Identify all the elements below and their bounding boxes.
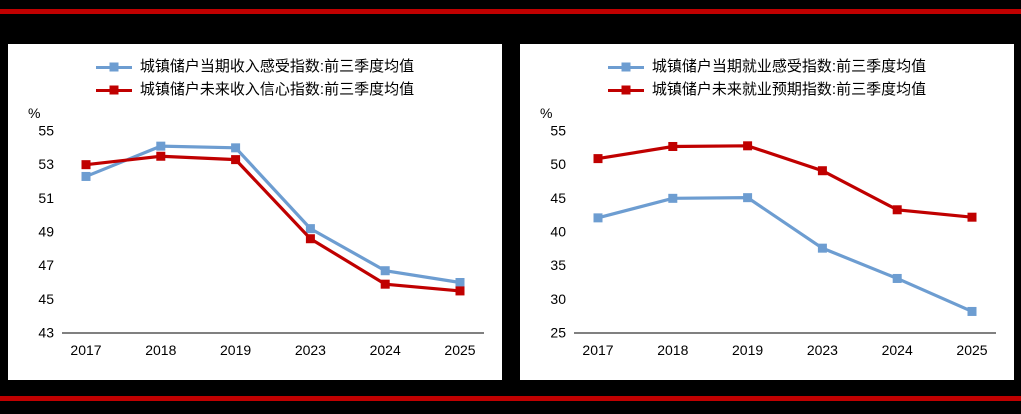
legend-line-marker-icon <box>607 88 644 92</box>
data-point-marker <box>892 205 902 215</box>
data-point-marker <box>817 166 827 176</box>
data-point-marker <box>156 141 166 151</box>
bottom-accent-bar <box>0 396 1021 401</box>
y-axis-unit-label: % <box>28 105 41 121</box>
x-tick-label: 2024 <box>882 342 913 358</box>
y-tick-label: 53 <box>38 156 54 172</box>
income-line-chart: 43 45 47 49 51 53 55 2017 2018 2019 2023 2024 2025 <box>38 123 484 358</box>
y-tick-label: 35 <box>550 257 566 273</box>
data-point-marker <box>593 213 603 223</box>
data-point-marker <box>231 155 241 165</box>
legend: 城镇储户当期就业感受指数:前三季度均值 城镇储户未来就业预期指数:前三季度均值 <box>607 58 927 99</box>
x-tick-label: 2025 <box>444 342 475 358</box>
data-point-marker <box>380 279 390 289</box>
legend-label: 城镇储户当期就业感受指数:前三季度均值 <box>651 58 927 75</box>
legend-line-marker-icon <box>95 65 132 69</box>
y-tick-label: 25 <box>550 325 566 341</box>
data-point-marker <box>231 143 241 153</box>
legend-line-marker-icon <box>607 65 644 69</box>
employment-index-chart-panel: 城镇储户当期就业感受指数:前三季度均值 城镇储户未来就业预期指数:前三季度均值 … <box>520 44 1014 380</box>
legend-item: 城镇储户未来就业预期指数:前三季度均值 <box>607 81 927 99</box>
x-tick-label: 2024 <box>370 342 401 358</box>
top-accent-bar <box>0 9 1021 14</box>
data-point-marker <box>668 141 678 151</box>
data-point-marker <box>380 266 390 276</box>
x-tick-label: 2017 <box>70 342 101 358</box>
y-tick-label: 43 <box>38 325 54 341</box>
data-point-marker <box>668 193 678 203</box>
data-point-marker <box>156 151 166 161</box>
legend-item: 城镇储户当期就业感受指数:前三季度均值 <box>607 58 927 76</box>
y-tick-label: 30 <box>550 291 566 307</box>
y-axis-unit-label: % <box>540 105 553 121</box>
data-point-marker <box>967 306 977 316</box>
x-tick-label: 2018 <box>145 342 176 358</box>
legend-item: 城镇储户未来收入信心指数:前三季度均值 <box>95 81 415 99</box>
y-tick-label: 49 <box>38 224 54 240</box>
y-tick-label: 50 <box>550 156 566 172</box>
y-tick-label: 55 <box>38 123 54 139</box>
x-tick-label: 2019 <box>220 342 251 358</box>
legend: 城镇储户当期收入感受指数:前三季度均值 城镇储户未来收入信心指数:前三季度均值 <box>95 58 415 99</box>
series-line <box>597 144 973 219</box>
data-point-marker <box>81 160 91 170</box>
x-tick-label: 2017 <box>582 342 613 358</box>
legend-item: 城镇储户当期收入感受指数:前三季度均值 <box>95 58 415 76</box>
data-point-marker <box>892 273 902 283</box>
legend-line-marker-icon <box>95 88 132 92</box>
data-point-marker <box>743 193 753 203</box>
y-tick-label: 45 <box>550 190 566 206</box>
legend-label: 城镇储户未来收入信心指数:前三季度均值 <box>139 81 415 98</box>
y-tick-label: 47 <box>38 257 54 273</box>
data-point-marker <box>743 141 753 151</box>
legend-label: 城镇储户未来就业预期指数:前三季度均值 <box>651 81 927 98</box>
series-line <box>597 196 973 313</box>
employment-line-chart: 25 30 35 40 45 50 55 2017 2018 2019 2023 2024 2025 <box>550 123 996 358</box>
x-tick-label: 2023 <box>295 342 326 358</box>
data-point-marker <box>305 224 315 234</box>
y-tick-label: 55 <box>550 123 566 139</box>
data-point-marker <box>817 243 827 253</box>
x-tick-label: 2023 <box>807 342 838 358</box>
data-point-marker <box>967 212 977 222</box>
income-index-chart-panel: 城镇储户当期收入感受指数:前三季度均值 城镇储户未来收入信心指数:前三季度均值 … <box>8 44 502 380</box>
x-tick-label: 2018 <box>657 342 688 358</box>
data-point-marker <box>81 171 91 181</box>
data-point-marker <box>455 278 465 287</box>
chart-panels: 城镇储户当期收入感受指数:前三季度均值 城镇储户未来收入信心指数:前三季度均值 … <box>8 44 1014 380</box>
data-point-marker <box>455 286 465 296</box>
y-tick-label: 40 <box>550 224 566 240</box>
series-line <box>85 154 461 293</box>
y-tick-label: 51 <box>38 190 54 206</box>
data-point-marker <box>593 154 603 164</box>
series-line <box>85 144 461 285</box>
data-point-marker <box>305 234 315 244</box>
x-tick-label: 2025 <box>956 342 987 358</box>
legend-label: 城镇储户当期收入感受指数:前三季度均值 <box>139 58 415 75</box>
y-tick-label: 45 <box>38 291 54 307</box>
x-tick-label: 2019 <box>732 342 763 358</box>
